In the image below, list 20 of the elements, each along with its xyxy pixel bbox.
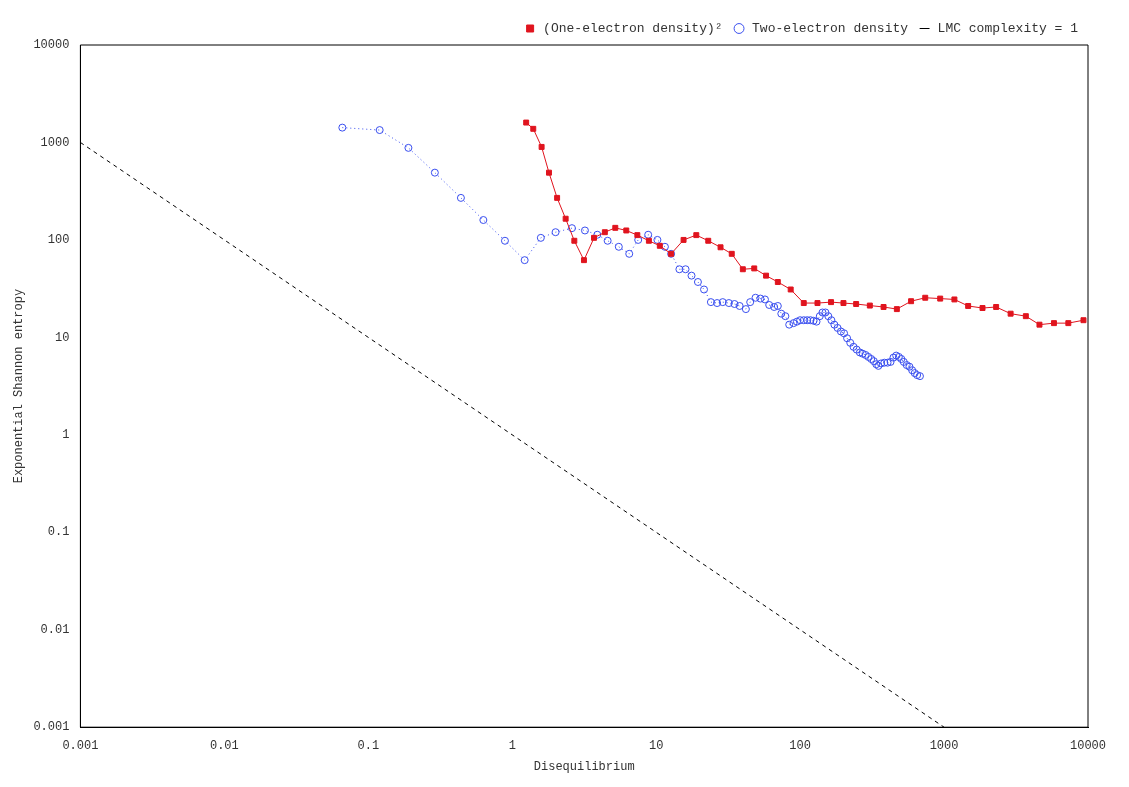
y-tick-label: 1 [62, 428, 70, 442]
x-tick-label: 10000 [1069, 738, 1107, 753]
y-tick-label: 10 [55, 330, 70, 345]
legend-label: (One-electron density)² [543, 20, 723, 36]
x-tick-label: 1 [508, 738, 516, 753]
y-tick-label: 0.01 [40, 622, 70, 637]
legend-label: LMC complexity = 1 [937, 20, 1079, 36]
y-tick-label: 10000 [33, 38, 70, 53]
y-tick-label: 0.1 [47, 525, 70, 540]
x-tick-label: 0.01 [209, 738, 239, 753]
x-tick-label: 1000 [929, 738, 959, 753]
x-tick-label: 0.1 [357, 738, 380, 753]
y-axis-title: Exponential Shannon entropy [12, 288, 27, 484]
x-tick-label: 100 [789, 738, 811, 753]
y-tick-label: 1000 [40, 135, 70, 150]
y-tick-label: 0.001 [33, 720, 70, 735]
x-axis-title: Disequilibrium [533, 759, 635, 774]
y-tick-label: 100 [47, 233, 70, 248]
x-tick-label: 10 [648, 738, 664, 753]
legend-label: Two-electron density [752, 20, 909, 36]
